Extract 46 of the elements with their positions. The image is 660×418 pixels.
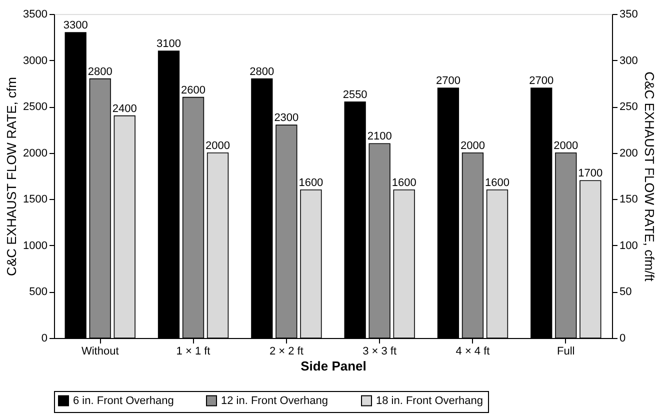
data-label: 2000 — [554, 140, 578, 152]
y-tick-label: 2500 — [23, 101, 48, 114]
data-label: 2800 — [88, 66, 112, 78]
y2-axis-title: C&C EXHAUST FLOW RATE, cfm/ft — [642, 72, 657, 282]
data-label: 3300 — [63, 20, 88, 32]
data-label: 2700 — [529, 75, 554, 88]
y2-tick-label: 50 — [620, 286, 632, 298]
y2-tick-label: 200 — [620, 147, 638, 160]
x-tick-label: 3 × 3 ft — [362, 346, 397, 358]
data-label: 1600 — [298, 176, 324, 189]
y-axis-title: C&C EXHAUST FLOW RATE, cfm — [4, 77, 20, 276]
data-label: 2800 — [250, 66, 274, 78]
x-tick-label: 1 × 1 ft — [176, 346, 210, 358]
legend-label: 18 in. Front Overhang — [376, 394, 484, 407]
y2-tick-label: 150 — [620, 194, 638, 206]
data-label: 2550 — [342, 88, 368, 101]
y-tick-label: 3500 — [23, 8, 48, 20]
data-label: 1700 — [578, 168, 603, 180]
data-label: 2400 — [112, 102, 137, 115]
y2-tick-label: 350 — [620, 8, 638, 20]
data-label: 2700 — [436, 75, 460, 88]
y-tick-label: 1000 — [23, 240, 48, 252]
legend-label: 12 in. Front Overhang — [221, 394, 328, 407]
data-label: 3100 — [156, 38, 181, 50]
x-tick-label: 4 × 4 ft — [456, 346, 490, 358]
data-label: 2100 — [367, 130, 392, 143]
y-tick-label: 0 — [41, 332, 48, 344]
y-tick-label: 3000 — [23, 54, 48, 67]
y-tick-label: 1500 — [23, 194, 48, 206]
y2-tick-label: 0 — [620, 332, 626, 344]
y2-tick-label: 100 — [620, 240, 638, 252]
y-tick-label: 500 — [29, 286, 48, 298]
y-tick-label: 2000 — [23, 147, 48, 160]
data-label: 2000 — [206, 140, 230, 152]
x-tick-label: 2 × 2 ft — [269, 346, 304, 358]
data-label: 2600 — [181, 84, 206, 96]
data-label: 2300 — [274, 112, 299, 124]
x-tick-label: Without — [81, 346, 119, 358]
y2-tick-label: 300 — [620, 54, 638, 67]
x-axis-title: Side Panel — [300, 358, 366, 374]
data-label: 1600 — [392, 176, 416, 189]
y2-tick-label: 250 — [620, 101, 638, 114]
data-label: 1600 — [485, 176, 510, 189]
legend-label: 6 in. Front Overhang — [73, 394, 174, 407]
data-label: 2000 — [460, 140, 485, 152]
x-tick-label: Full — [557, 346, 575, 358]
